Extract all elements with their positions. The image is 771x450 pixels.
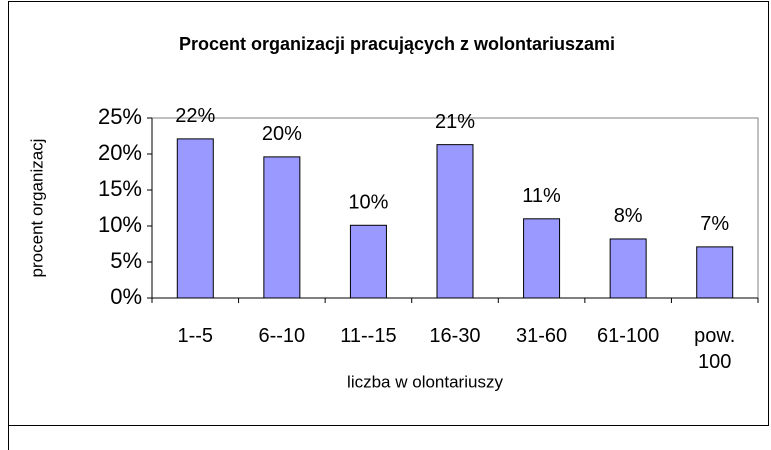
- x-tick-label: 1--5: [177, 325, 214, 347]
- y-tick-label: 20%: [98, 140, 142, 165]
- x-tick-label: 16-30: [429, 325, 481, 347]
- y-tick-label: 10%: [98, 212, 142, 237]
- x-tick-label: pow. 100: [694, 325, 736, 373]
- bar: [609, 238, 647, 299]
- x-tick-label: 61-100: [596, 325, 660, 347]
- y-tick-label: 25%: [98, 104, 142, 129]
- x-tick-label: 11--15: [340, 325, 397, 347]
- bar: [349, 224, 387, 299]
- x-axis-title: liczba w olontariuszy: [347, 372, 503, 391]
- data-label: 7%: [700, 213, 729, 235]
- data-label: 11%: [522, 185, 561, 207]
- y-tick-label: 5%: [110, 248, 142, 273]
- y-tick-label: 15%: [98, 176, 142, 201]
- y-tick-label: 0%: [110, 284, 142, 309]
- bar: [523, 218, 561, 299]
- bar: [436, 144, 474, 299]
- data-label: 10%: [348, 192, 388, 214]
- bar: [263, 156, 301, 299]
- frame: [8, 1, 769, 426]
- x-tick-label: 6--10: [258, 325, 306, 347]
- data-label: 21%: [435, 111, 475, 133]
- data-label: 20%: [262, 123, 302, 145]
- y-axis-title: procent organizacj: [27, 139, 46, 278]
- data-label: 22%: [175, 105, 215, 127]
- chart-title: Procent organizacji pracujących z wolont…: [179, 34, 615, 54]
- bar: [696, 246, 734, 299]
- data-label: 8%: [614, 205, 643, 227]
- bar: [176, 138, 214, 299]
- x-tick-label: 31-60: [515, 325, 568, 347]
